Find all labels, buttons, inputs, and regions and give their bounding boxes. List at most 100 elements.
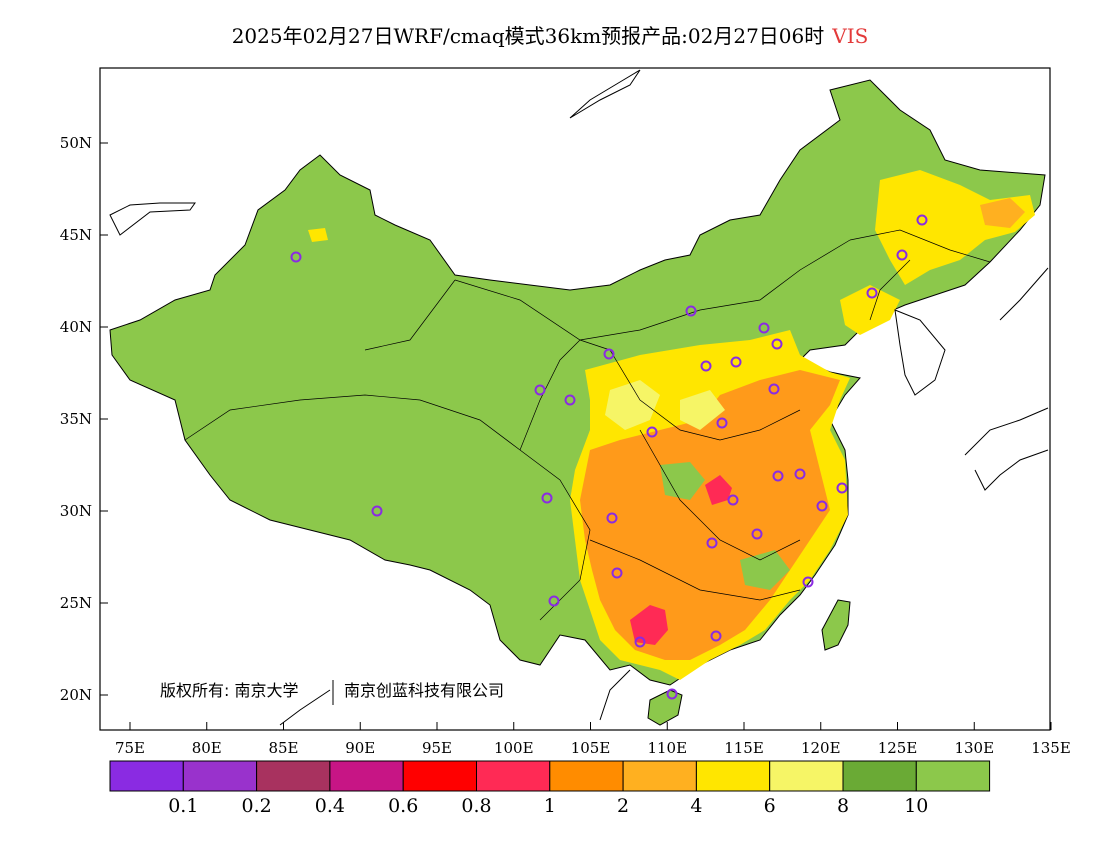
colorbar-swatch [549, 760, 624, 792]
station-tianjin [771, 338, 783, 350]
colorbar-label: 10 [904, 795, 928, 817]
title-main: 2025年02月27日WRF/cmaq模式36km预报产品:02月27日06时 [231, 24, 825, 48]
colorbar-swatch [695, 760, 771, 792]
border-northeast-2 [869, 259, 911, 321]
station-guiyang [611, 567, 623, 579]
colorbar-swatch [476, 760, 551, 792]
border-inner-mongolia [579, 239, 851, 341]
station-hangzhou [816, 500, 828, 512]
colorbar-swatch [402, 760, 478, 792]
zone-orange-northeast [980, 198, 1025, 228]
copyright-right: 南京创蓝科技有限公司 [344, 681, 504, 700]
station-shanghai [836, 482, 848, 494]
copyright-left: 版权所有: 南京大学 [160, 681, 298, 700]
station-lhasa [371, 505, 383, 517]
province-borders [184, 229, 991, 621]
station-hefei [772, 470, 784, 482]
lat-tick-label: 25N [60, 594, 92, 612]
colorbar-label: 0.1 [168, 795, 198, 817]
colorbar-label: 4 [690, 795, 702, 817]
station-yinchuan [603, 348, 615, 360]
station-guangzhou [710, 630, 722, 642]
lat-tick-label: 30N [60, 502, 92, 520]
colorbar-swatch [622, 760, 697, 792]
zone-red-guangxi [630, 605, 668, 645]
lon-tick-label: 135E [1031, 739, 1071, 757]
lon-tick-label: 80E [192, 739, 222, 757]
station-zhengzhou [716, 417, 728, 429]
lon-tick-label: 115E [724, 739, 764, 757]
station-beijing [758, 322, 770, 334]
map-frame [99, 67, 1051, 731]
border-central-2 [639, 429, 801, 561]
colorbar-swatch [109, 760, 184, 792]
lat-tick-label: 45N [60, 226, 92, 244]
station-hohhot [685, 305, 697, 317]
longitude-axis: 75E 80E 85E 90E 95E 100E 105E 110E 115E 120E 125E 1… [115, 722, 1071, 757]
border-gansu [454, 279, 611, 351]
colorbar-swatch [182, 760, 258, 792]
lon-tick-label: 105E [571, 739, 611, 757]
colorbar-swatch [329, 760, 404, 792]
zone-lightyellow-1 [605, 380, 660, 430]
station-fuzhou [802, 576, 814, 588]
station-changsha [706, 537, 718, 549]
zone-red-hubei [705, 475, 732, 505]
station-nanning [634, 636, 646, 648]
station-kunming [548, 595, 560, 607]
lon-tick-label: 100E [494, 739, 534, 757]
colorbar-label: 8 [837, 795, 849, 817]
station-chengdu [541, 492, 553, 504]
border-qinghai-east [519, 339, 581, 451]
station-taiyuan [700, 360, 712, 372]
kamchatka-coast [999, 267, 1049, 321]
colorbar-label: 2 [617, 795, 629, 817]
colorbar-label: 0.6 [388, 795, 418, 817]
station-haikou [666, 688, 678, 700]
colorbar-label: 0.4 [315, 795, 345, 817]
foreign-coastlines [109, 69, 1049, 726]
lon-tick-label: 125E [878, 739, 918, 757]
colorbar-label: 0.8 [461, 795, 491, 817]
station-markers [290, 214, 928, 700]
station-wuhan [727, 494, 739, 506]
colorbar-label: 6 [764, 795, 776, 817]
colorbar-swatch [256, 760, 331, 792]
station-nanjing [794, 468, 806, 480]
station-urumqi [290, 251, 302, 263]
border-xinjiang-east [364, 279, 456, 351]
indochina-coast [279, 669, 631, 726]
map-title: 2025年02月27日WRF/cmaq模式36km预报产品:02月27日06时 V… [0, 20, 1100, 49]
lat-tick-label: 40N [60, 318, 92, 336]
title-variable: VIS [832, 24, 869, 48]
zone-lightyellow-2 [680, 390, 725, 430]
border-central-1 [609, 349, 801, 441]
colorbar-swatch [842, 760, 917, 792]
zone-green-sichuan [660, 462, 705, 500]
border-sichuan [519, 449, 591, 621]
station-xian [646, 426, 658, 438]
zone-orange-central [580, 370, 840, 660]
lon-tick-label: 130E [954, 739, 994, 757]
zone-yellow-northeast [875, 170, 1035, 285]
zone-green-south [740, 550, 790, 590]
colorbar-swatch [915, 760, 991, 792]
station-xining [534, 384, 546, 396]
zone-yellow-liaoning [840, 285, 900, 335]
station-shenyang [866, 287, 878, 299]
lon-tick-label: 90E [345, 739, 375, 757]
lon-tick-label: 120E [801, 739, 841, 757]
latitude-axis: 50N 45N 40N 35N 30N 25N 20N [60, 134, 108, 704]
lon-tick-label: 110E [647, 739, 687, 757]
station-jinan [768, 383, 780, 395]
station-changchun [896, 249, 908, 261]
visibility-contours [308, 170, 1035, 680]
zone-small-xinjiang [308, 228, 328, 242]
kazakh-coast [109, 202, 196, 236]
station-lanzhou [564, 394, 576, 406]
border-south [589, 539, 801, 601]
lat-tick-label: 20N [60, 686, 92, 704]
lon-tick-label: 85E [268, 739, 298, 757]
station-nanchang [751, 528, 763, 540]
